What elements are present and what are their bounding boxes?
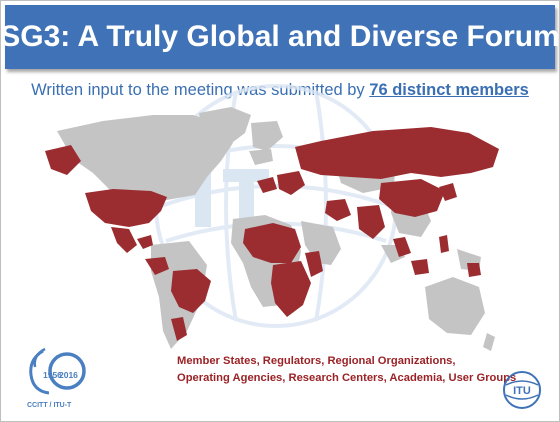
europe-central [277,171,305,195]
org-text: CCITT / ITU-T [27,402,72,409]
itu-logo-text: ITU [513,385,531,397]
colombia [145,257,169,275]
start-year-text: 1956 [43,370,62,380]
indonesia [411,259,429,275]
middle-east [325,199,351,221]
png [467,263,481,277]
philippines [439,235,449,253]
caption-line-2: Operating Agencies, Research Centers, Ac… [177,372,517,384]
itu-logo: ITU [503,371,541,409]
title-bar: SG3: A Truly Global and Diverse Forum [1,5,559,69]
china [379,179,445,217]
uk [257,177,277,193]
slide-title: SG3: A Truly Global and Diverse Forum [0,20,560,53]
mexico [111,227,137,253]
cuba [137,235,153,249]
members-count-highlight: 76 distinct members [369,81,529,99]
russia [295,127,499,179]
member-countries [45,127,499,341]
central-south-africa [271,261,311,317]
brazil [171,269,211,313]
east-africa [305,251,323,277]
uruguay [171,317,187,341]
north-west-africa [243,223,301,263]
caption-line-1: Member States, Regulators, Regional Orga… [177,355,456,367]
anniversary-60-logo: 1956 2016 CCITT / ITU-T [27,347,86,409]
end-year-text: 2016 [59,370,78,380]
japan-korea [439,183,457,201]
caption: Member States, Regulators, Regional Orga… [177,353,517,387]
usa [85,189,167,227]
southeast-asia [393,237,411,257]
alaska [45,145,81,175]
india [357,205,385,239]
